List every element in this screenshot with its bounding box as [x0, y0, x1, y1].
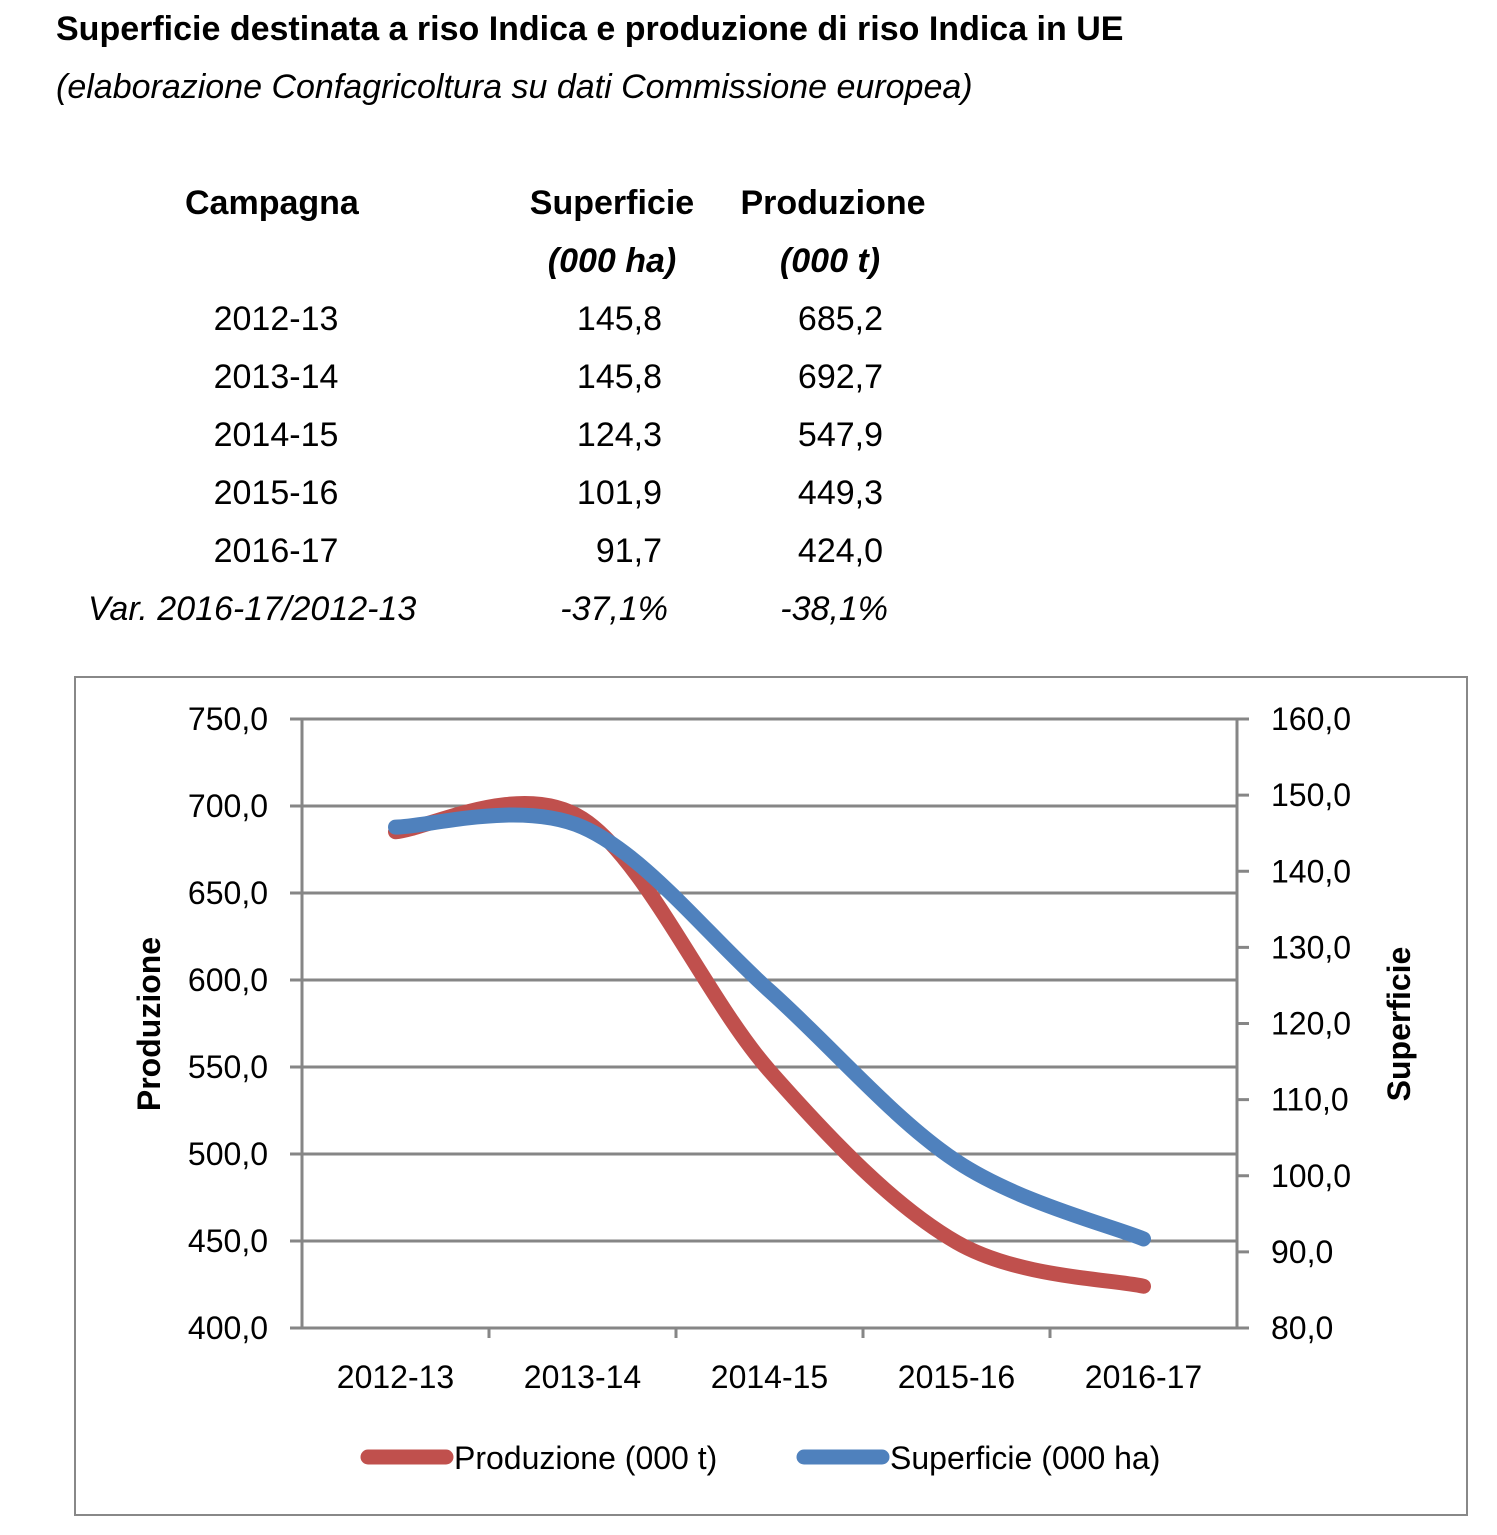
y-tick-label-right: 130,0 [1271, 929, 1351, 965]
y-tick-label-left: 400,0 [188, 1310, 268, 1346]
row-campagna: 2012-13 [213, 300, 339, 338]
row-superficie: 145,8 [576, 300, 662, 338]
header-campagna: Campagna [185, 184, 359, 222]
y-tick-label-right: 160,0 [1271, 701, 1351, 737]
row-superficie: 101,9 [576, 474, 662, 512]
chart-frame [74, 676, 1468, 1516]
header-produzione-unit: (000 t) [779, 242, 881, 280]
y-tick-label-left: 600,0 [188, 962, 268, 998]
y-tick-label-left: 550,0 [188, 1049, 268, 1085]
y-tick-label-right: 150,0 [1271, 777, 1351, 813]
chart-title: Superficie destinata a riso Indica e pro… [56, 10, 1124, 48]
row-produzione: 449,3 [797, 474, 883, 512]
header-superficie: Superficie [529, 184, 695, 222]
row-superficie: 91,7 [595, 532, 662, 570]
row-produzione: 692,7 [797, 358, 883, 396]
legend-label: Produzione (000 t) [454, 1440, 717, 1476]
row-produzione: 424,0 [797, 532, 883, 570]
y-tick-label-right: 140,0 [1271, 853, 1351, 889]
chart-subtitle: (elaborazione Confagricoltura su dati Co… [56, 68, 973, 106]
row-superficie: 145,8 [576, 358, 662, 396]
y-tick-label-right: 120,0 [1271, 1006, 1351, 1042]
row-produzione: 547,9 [797, 416, 883, 454]
y-tick-label-right: 110,0 [1271, 1082, 1349, 1118]
y-tick-label-right: 90,0 [1271, 1234, 1333, 1270]
row-campagna: 2013-14 [213, 358, 339, 396]
x-tick-label: 2013-14 [524, 1359, 641, 1395]
header-superficie-unit: (000 ha) [547, 242, 677, 280]
y-axis-title-left: Produzione [131, 937, 167, 1111]
y-tick-label-right: 100,0 [1271, 1158, 1351, 1194]
y-tick-label-left: 650,0 [188, 875, 268, 911]
series-line-2 [388, 807, 1151, 1247]
x-tick-label: 2016-17 [1085, 1359, 1202, 1395]
legend-label: Superficie (000 ha) [890, 1440, 1160, 1476]
row-campagna: 2014-15 [213, 416, 339, 454]
row-superficie: 124,3 [576, 416, 662, 454]
y-tick-label-left: 500,0 [188, 1136, 268, 1172]
x-tick-label: 2014-15 [711, 1359, 828, 1395]
series-line-1 [388, 796, 1151, 1294]
header-produzione: Produzione [740, 184, 926, 222]
row-campagna: 2016-17 [213, 532, 339, 570]
y-tick-label-left: 700,0 [188, 788, 268, 824]
x-tick-label: 2015-16 [898, 1359, 1015, 1395]
y-tick-label-left: 750,0 [188, 701, 268, 737]
x-tick-label: 2012-13 [337, 1359, 454, 1395]
variation-produzione: -38,1% [780, 590, 888, 628]
row-campagna: 2015-16 [213, 474, 339, 512]
row-produzione: 685,2 [797, 300, 883, 338]
variation-label: Var. 2016-17/2012-13 [88, 590, 417, 628]
y-axis-title-right: Superficie [1381, 947, 1417, 1102]
y-tick-label-left: 450,0 [188, 1223, 268, 1259]
variation-superficie: -37,1% [560, 590, 668, 628]
y-tick-label-right: 80,0 [1271, 1310, 1333, 1346]
